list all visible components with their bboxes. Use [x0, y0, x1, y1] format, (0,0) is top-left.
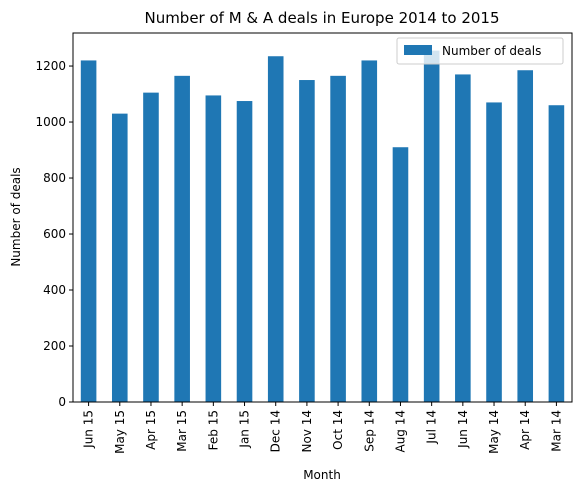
legend-label: Number of deals: [442, 44, 541, 58]
x-tick-label-7: Nov 14: [300, 410, 314, 453]
x-tick-label-4: Feb 15: [206, 410, 220, 450]
y-tick-label-0: 0: [58, 395, 66, 409]
x-tick-label-11: Jul 14: [425, 410, 439, 445]
bar-5: [236, 101, 253, 402]
bar-10: [392, 147, 409, 402]
y-tick-label-3: 600: [43, 227, 66, 241]
bar-11: [423, 50, 440, 402]
x-tick-label-0: Jun 15: [82, 410, 96, 449]
bar-13: [486, 102, 502, 403]
x-tick-label-12: Jun 14: [456, 410, 470, 449]
bar-15: [548, 105, 565, 402]
plot-frame: [72, 32, 573, 403]
x-tick-label-13: May 14: [487, 410, 501, 454]
bar-0: [80, 60, 97, 403]
x-tick-label-2: Apr 15: [144, 410, 158, 450]
bar-9: [361, 60, 378, 403]
bar-8: [330, 75, 346, 402]
y-tick-label-1: 200: [43, 339, 66, 353]
bar-14: [517, 70, 534, 402]
x-tick-label-1: May 15: [113, 410, 127, 454]
x-tick-label-5: Jan 15: [238, 410, 252, 449]
y-tick-label-4: 800: [43, 171, 66, 185]
y-tick-label-5: 1000: [35, 115, 66, 129]
x-tick-label-14: Apr 14: [518, 410, 532, 450]
x-tick-label-8: Oct 14: [331, 410, 345, 450]
bar-12: [455, 74, 471, 402]
y-axis-label: Number of deals: [9, 167, 23, 266]
x-tick-label-6: Dec 14: [269, 410, 283, 452]
y-tick-label-2: 400: [43, 283, 66, 297]
chart-title: Number of M & A deals in Europe 2014 to …: [144, 9, 499, 27]
x-axis-label: Month: [303, 468, 341, 482]
x-tick-label-9: Sep 14: [362, 410, 376, 452]
x-tick-label-15: Mar 14: [549, 410, 563, 452]
bars-group: [80, 50, 565, 403]
x-axis-ticks: Jun 15 May 15 Apr 15 Mar 15 Feb 15 Jan 15 Dec …: [82, 402, 563, 454]
x-tick-label-3: Mar 15: [175, 410, 189, 452]
x-tick-label-10: Aug 14: [393, 410, 407, 453]
y-axis-ticks: 0 200 400 600 800 1000 1200: [35, 59, 73, 409]
bar-4: [205, 95, 222, 403]
bar-7: [299, 80, 315, 402]
legend-swatch: [404, 45, 432, 55]
bar-3: [174, 75, 190, 402]
bar-2: [143, 92, 159, 402]
y-tick-label-6: 1200: [35, 59, 66, 73]
bar-1: [111, 113, 128, 402]
legend-box: [396, 37, 564, 65]
bar-6: [267, 56, 284, 402]
legend: Number of deals: [396, 37, 564, 65]
